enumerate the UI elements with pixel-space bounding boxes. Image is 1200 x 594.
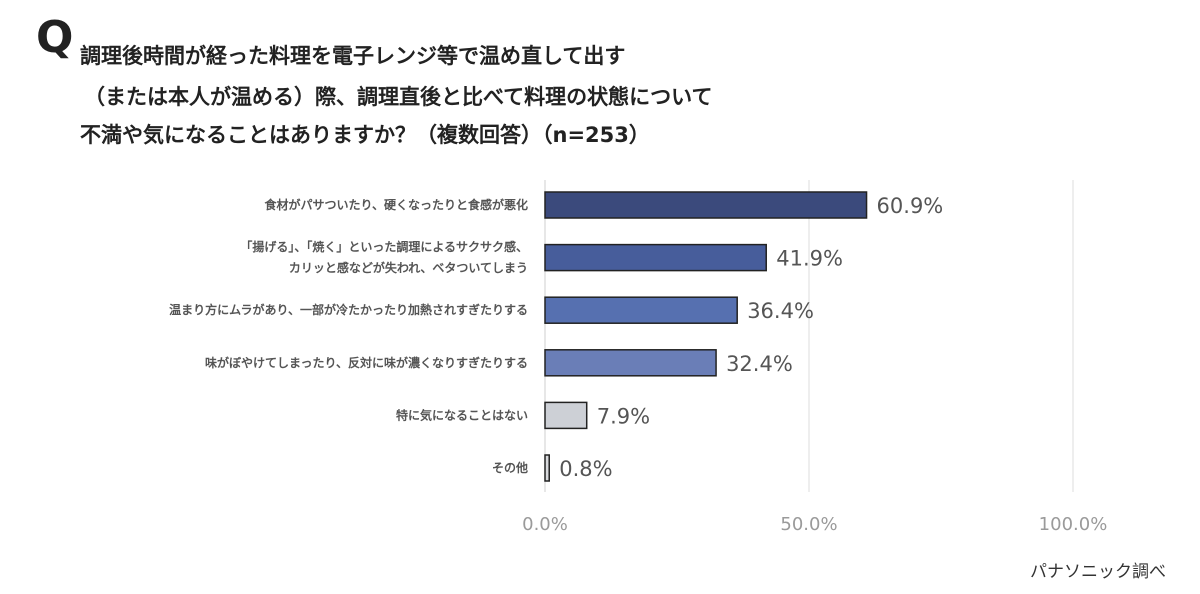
category-label: カリッと感などが失われ、ベタついてしまう [289, 260, 528, 275]
bar [544, 401, 588, 430]
data-label: 32.4% [726, 352, 793, 376]
bar [544, 349, 717, 377]
category-label: 味がぼやけてしまったり、反対に味が濃くなりすぎたりする [205, 355, 528, 370]
x-tick-label: 0.0% [522, 514, 568, 535]
data-label: 7.9% [597, 404, 650, 428]
question-line-2: （または本人が温める）際、調理直後と比べて料理の状態について [84, 85, 713, 109]
source-note: パナソニック調べ [1030, 562, 1166, 582]
category-label: 特に気になることはない [396, 407, 528, 422]
data-label: 60.9% [877, 194, 944, 218]
category-label: 食材がパサついたり、硬くなったりと食感が悪化 [263, 197, 528, 212]
x-tick-label: 100.0% [1039, 514, 1108, 535]
bar [544, 243, 767, 272]
x-tick-label: 50.0% [780, 514, 837, 535]
bar [544, 454, 550, 482]
data-label: 36.4% [747, 299, 814, 323]
question-line-3: 不満や気になることはありますか？（複数回答）（n=253） [80, 123, 650, 147]
data-label: 41.9% [776, 247, 843, 271]
category-label: その他 [492, 460, 528, 475]
category-label: 温まり方にムラがあり、一部が冷たかったり加熱されすぎたりする [169, 302, 528, 317]
category-label: 「揚げる」、「焼く」といった調理によるサクサク感、 [240, 239, 528, 254]
bar [544, 296, 738, 324]
bar [544, 191, 868, 219]
question-line-1: 調理後時間が経った料理を電子レンジ等で温め直して出す [80, 44, 626, 68]
question-mark: Q [36, 12, 74, 63]
data-label: 0.8% [559, 457, 612, 481]
